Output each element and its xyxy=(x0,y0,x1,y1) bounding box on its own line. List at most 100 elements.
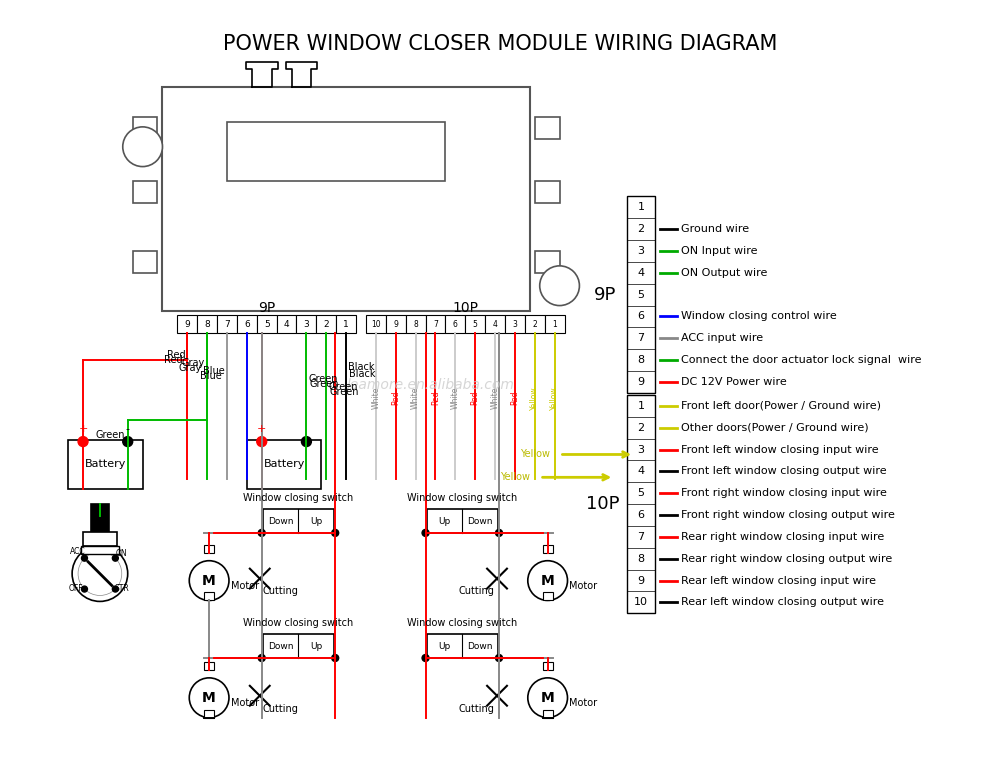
Text: Green: Green xyxy=(328,382,358,392)
Bar xyxy=(237,316,257,333)
Text: Black: Black xyxy=(349,369,376,379)
Text: White: White xyxy=(451,387,460,409)
Bar xyxy=(217,316,237,333)
Bar xyxy=(543,545,553,553)
Bar xyxy=(296,316,316,333)
Text: ON: ON xyxy=(116,549,128,558)
Text: White: White xyxy=(491,387,500,409)
Bar xyxy=(204,592,214,601)
Text: Cutting: Cutting xyxy=(458,587,494,597)
Bar xyxy=(445,316,465,333)
Bar xyxy=(204,662,214,670)
Text: Gray: Gray xyxy=(179,363,202,373)
Bar xyxy=(83,532,117,546)
Text: OFF: OFF xyxy=(69,584,83,594)
Text: ON Input wire: ON Input wire xyxy=(681,246,757,256)
Text: 7: 7 xyxy=(637,333,645,343)
Text: 1: 1 xyxy=(343,320,349,329)
Bar xyxy=(406,316,426,333)
Text: 4: 4 xyxy=(493,320,497,329)
Text: Gray: Gray xyxy=(182,358,205,368)
Bar xyxy=(427,509,498,533)
Text: Rear right window closing output wire: Rear right window closing output wire xyxy=(681,554,892,564)
Text: M: M xyxy=(541,690,555,705)
Bar xyxy=(204,710,214,717)
Text: Yellow: Yellow xyxy=(500,472,530,482)
Bar xyxy=(91,504,109,534)
Bar xyxy=(366,316,386,333)
Circle shape xyxy=(496,654,502,661)
Text: Up: Up xyxy=(310,641,322,650)
Text: Cutting: Cutting xyxy=(263,587,299,597)
Text: Blue: Blue xyxy=(200,371,222,381)
Circle shape xyxy=(112,555,118,561)
Bar xyxy=(277,316,296,333)
Text: Other doors(Power / Ground wire): Other doors(Power / Ground wire) xyxy=(681,422,868,432)
Circle shape xyxy=(189,561,229,601)
Text: ACC input wire: ACC input wire xyxy=(681,333,763,343)
Text: M: M xyxy=(202,690,216,705)
Circle shape xyxy=(258,654,265,661)
Text: Ground wire: Ground wire xyxy=(681,224,749,234)
Text: Battery: Battery xyxy=(263,459,305,469)
Bar xyxy=(426,316,445,333)
Text: Red: Red xyxy=(164,355,182,365)
Text: 1: 1 xyxy=(552,320,557,329)
Text: ON Output wire: ON Output wire xyxy=(681,268,767,278)
Text: 9: 9 xyxy=(637,377,645,387)
Text: 4: 4 xyxy=(637,268,645,278)
Text: 3: 3 xyxy=(304,320,309,329)
Text: Rear left window closing output wire: Rear left window closing output wire xyxy=(681,598,884,607)
Bar xyxy=(535,117,560,139)
Text: Window closing switch: Window closing switch xyxy=(243,493,354,503)
Bar xyxy=(543,592,553,601)
Circle shape xyxy=(123,127,162,167)
Text: Red: Red xyxy=(510,391,519,406)
Text: White: White xyxy=(411,387,420,409)
Text: 6: 6 xyxy=(637,510,644,520)
Text: 5: 5 xyxy=(637,290,644,300)
Text: Yellow: Yellow xyxy=(530,386,539,409)
Text: Window closing switch: Window closing switch xyxy=(407,493,517,503)
Text: Down: Down xyxy=(268,517,293,525)
Text: White: White xyxy=(371,387,380,409)
Circle shape xyxy=(301,437,311,446)
Text: Down: Down xyxy=(467,641,493,650)
Text: 9P: 9P xyxy=(258,300,275,315)
Text: Window closing switch: Window closing switch xyxy=(243,618,354,628)
Text: +: + xyxy=(78,424,88,434)
Text: Window closing switch: Window closing switch xyxy=(407,618,517,628)
Bar xyxy=(535,181,560,204)
Text: Motor: Motor xyxy=(231,581,259,591)
Bar xyxy=(386,316,406,333)
Text: Up: Up xyxy=(438,641,451,650)
Text: Down: Down xyxy=(268,641,293,650)
Bar xyxy=(427,634,498,658)
Text: leamore.en.alibaba.com: leamore.en.alibaba.com xyxy=(347,378,514,392)
Circle shape xyxy=(81,586,87,592)
Text: 5: 5 xyxy=(473,320,478,329)
Circle shape xyxy=(72,546,128,601)
Text: Front left window closing output wire: Front left window closing output wire xyxy=(681,466,886,476)
Bar xyxy=(247,439,321,489)
Text: 2: 2 xyxy=(532,320,537,329)
Bar xyxy=(81,546,119,554)
Text: Red: Red xyxy=(391,391,400,406)
Text: 1: 1 xyxy=(637,202,644,212)
Text: Motor: Motor xyxy=(231,697,259,707)
Text: 7: 7 xyxy=(224,320,230,329)
Text: Battery: Battery xyxy=(85,459,126,469)
Text: 4: 4 xyxy=(637,466,645,476)
Text: 8: 8 xyxy=(637,554,645,564)
Text: Green: Green xyxy=(95,429,125,439)
Text: M: M xyxy=(202,574,216,588)
Bar xyxy=(525,316,545,333)
Text: Blue: Blue xyxy=(203,366,225,376)
Text: Green: Green xyxy=(329,387,359,397)
Circle shape xyxy=(422,654,429,661)
Text: 9P: 9P xyxy=(594,286,616,303)
Text: 7: 7 xyxy=(433,320,438,329)
Bar xyxy=(627,395,655,614)
Text: 9: 9 xyxy=(393,320,398,329)
Bar xyxy=(627,197,655,393)
